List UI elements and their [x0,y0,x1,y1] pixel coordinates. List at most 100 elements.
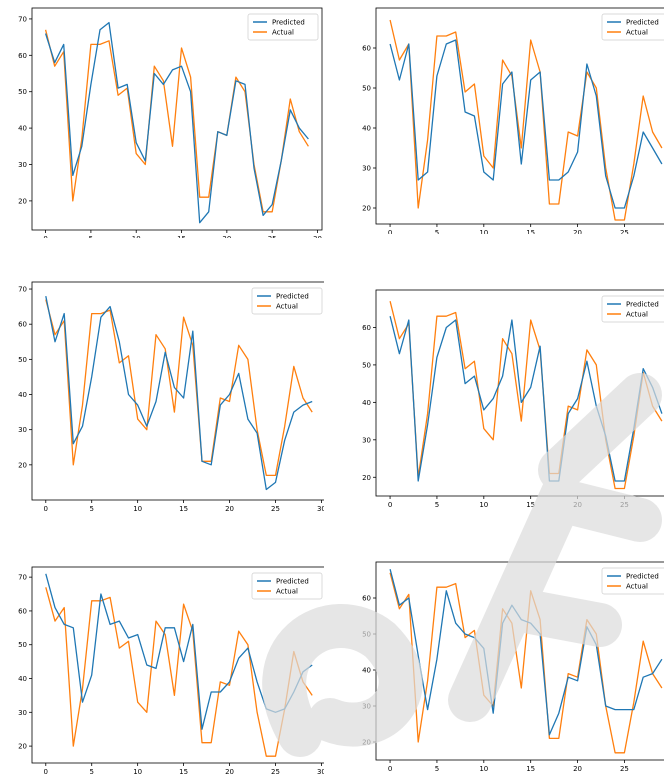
legend-box [251,287,323,315]
y-tick-label: 60 [362,45,371,53]
y-tick-label: 30 [18,161,27,169]
x-tick-label: 20 [222,235,231,238]
x-tick-label: 25 [271,505,280,512]
series-line-predicted [45,295,313,491]
x-tick-label: 20 [573,229,582,234]
x-tick-label: 30 [317,505,324,512]
y-tick-label: 50 [18,641,27,649]
y-tick-label: 50 [18,356,27,364]
y-tick-label: 20 [18,461,27,469]
x-tick-label: 0 [388,229,392,234]
plot-frame [31,281,324,501]
y-tick-label: 30 [362,165,371,173]
x-tick-label: 5 [89,235,93,238]
legend-box [601,295,664,323]
series-line-actual [45,587,313,757]
legend-label-actual: Actual [272,29,294,37]
y-tick-label: 60 [18,607,27,615]
legend-box [601,13,664,41]
chart-6: 0510152025302030405060PredictedActual [362,561,664,773]
y-tick-label: 20 [18,197,27,205]
legend-box [247,13,319,41]
x-tick-label: 5 [435,501,439,509]
y-tick-label: 40 [362,125,371,133]
x-tick-label: 0 [44,768,48,776]
plot-frame [31,566,324,764]
y-tick-label: 60 [18,321,27,329]
y-tick-label: 40 [18,125,27,133]
chart-4: 0510152025302030405060PredictedActual [362,289,664,509]
x-tick-label: 0 [388,765,392,773]
x-tick-label: 25 [268,235,277,238]
x-tick-label: 20 [573,765,582,773]
x-tick-label: 5 [89,505,93,512]
legend-label-predicted: Predicted [626,301,659,309]
plot-frame [375,7,664,225]
legend-label-predicted: Predicted [272,19,305,27]
chart-5: 0 5 10 15 20 25 30 20 30 40 50 60 70 Predicted Actual [18,566,324,776]
legend-label-predicted: Predicted [276,293,309,301]
legend-label-actual: Actual [276,303,298,311]
y-tick-label: 30 [362,436,371,444]
legend-box [251,572,323,600]
x-tick-label: 0 [44,505,48,512]
series-line-predicted [389,316,663,482]
legend-label-actual: Actual [276,588,298,596]
y-tick-label: 50 [362,85,371,93]
x-tick-label: 15 [526,501,535,509]
x-tick-label: 20 [225,768,234,776]
series-line-actual [45,299,313,477]
legend-label-actual: Actual [626,311,648,319]
y-tick-label: 20 [362,205,371,213]
y-tick-label: 50 [362,361,371,369]
y-tick-label: 70 [18,574,27,582]
y-tick-label: 20 [362,739,371,747]
x-tick-label: 10 [133,505,142,512]
y-tick-label: 60 [362,595,371,603]
x-tick-label: 20 [573,501,582,509]
legend-label-predicted: Predicted [626,573,659,581]
x-tick-label: 30 [317,768,324,776]
legend-label-predicted: Predicted [276,578,309,586]
x-tick-label: 15 [179,768,188,776]
series-line-actual [389,572,663,754]
x-tick-label: 30 [313,235,322,238]
plot-frame [31,7,323,231]
y-tick-label: 40 [362,399,371,407]
x-tick-label: 10 [479,765,488,773]
x-tick-label: 0 [388,501,392,509]
y-tick-label: 40 [18,391,27,399]
legend-label-actual: Actual [626,29,648,37]
y-tick-label: 30 [18,709,27,717]
series-line-actual [389,19,663,221]
y-tick-label: 70 [18,15,27,23]
legend-label-predicted: Predicted [626,19,659,27]
x-tick-label: 25 [620,765,629,773]
y-tick-label: 60 [18,52,27,60]
x-tick-label: 15 [179,505,188,512]
x-tick-label: 10 [133,768,142,776]
series-line-predicted [389,39,663,209]
x-tick-label: 15 [177,235,186,238]
x-tick-label: 5 [435,229,439,234]
x-tick-label: 25 [620,501,629,509]
y-tick-label: 20 [18,743,27,751]
chart-3: 0 5 10 15 20 25 30 20 30 40 50 60 70 Predicted Actual [18,281,324,512]
x-tick-label: 10 [479,501,488,509]
chart-2: 0510152025302030405060PredictedActual [362,7,664,234]
x-tick-label: 25 [271,768,280,776]
y-tick-label: 60 [362,324,371,332]
x-tick-label: 5 [435,765,439,773]
x-tick-label: 15 [526,765,535,773]
legend-label-actual: Actual [626,583,648,591]
series-line-predicted [44,21,309,224]
y-tick-label: 30 [18,426,27,434]
y-tick-label: 70 [18,286,27,294]
y-tick-label: 30 [362,703,371,711]
x-tick-label: 20 [225,505,234,512]
series-line-actual [44,29,309,213]
y-tick-label: 40 [18,675,27,683]
y-tick-label: 40 [362,667,371,675]
y-tick-label: 20 [362,474,371,482]
